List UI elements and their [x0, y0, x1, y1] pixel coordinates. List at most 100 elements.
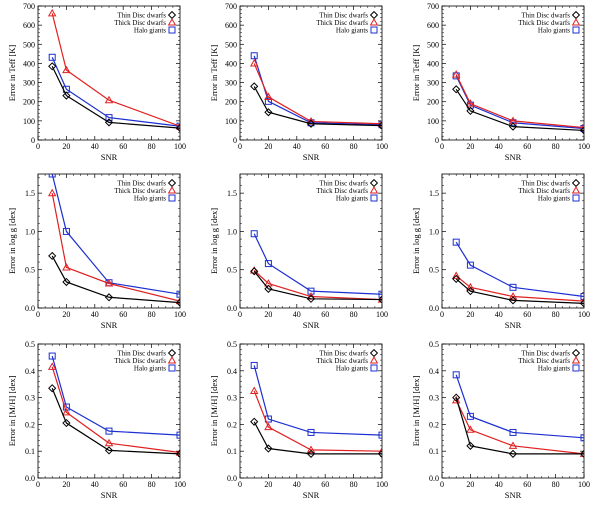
legend-marker-triangle [167, 18, 177, 26]
y-tick-label: 0 [31, 136, 35, 145]
data-point-square [176, 290, 180, 298]
y-tick-label: 0.5 [227, 340, 237, 349]
y-tick-label: 500 [225, 40, 237, 49]
data-point-diamond [579, 449, 584, 458]
data-point-square [250, 230, 258, 238]
y-tick-label: 0.3 [227, 394, 237, 403]
x-axis-label: SNR [101, 490, 118, 500]
data-point-square [378, 431, 382, 439]
legend-marker-square [370, 26, 378, 34]
legend-label: Thin Disc dwarfs [521, 180, 570, 188]
y-tick-label: 1.5 [25, 189, 35, 198]
x-tick-label: 100 [174, 310, 186, 319]
data-point-square [264, 97, 272, 105]
y-axis-label: Error in Teff [K] [411, 45, 421, 102]
y-tick-label: 0.5 [25, 266, 35, 275]
y-axis-label: Error in Teff [K] [209, 45, 219, 102]
data-point-diamond [175, 298, 180, 307]
x-tick-label: 60 [523, 142, 531, 151]
legend-marker-triangle [167, 356, 177, 364]
data-point-square [509, 283, 517, 291]
series-line-diamond [253, 86, 382, 127]
x-tick-label: 60 [321, 310, 329, 319]
y-tick-label: 300 [427, 79, 439, 88]
data-area [249, 361, 382, 458]
series-line-triangle [51, 193, 180, 302]
legend-marker-square [370, 194, 378, 202]
data-point-diamond [104, 446, 114, 455]
data-point-square [176, 431, 180, 439]
legend-marker-diamond [369, 10, 379, 20]
data-point-triangle [62, 263, 71, 271]
y-tick-label: 0.0 [227, 304, 237, 313]
series-line-square [455, 75, 584, 130]
series-line-diamond [253, 270, 382, 301]
y-tick-label: 0.0 [25, 474, 35, 483]
data-point-triangle [377, 446, 382, 455]
data-point-diamond [250, 82, 259, 91]
x-tick-label: 100 [376, 142, 388, 151]
series-line-diamond [455, 278, 584, 305]
chart-panel-8: 0 20 40 60 80 100 0.0 0.1 0.2 0.3 0.4 0.5 SNR Error i… [209, 340, 388, 500]
x-tick-label: 0 [440, 480, 444, 489]
x-tick-label: 20 [62, 142, 70, 151]
data-point-square [250, 361, 258, 369]
legend-marker-diamond [571, 178, 581, 188]
x-axis-label: SNR [303, 152, 320, 162]
data-point-square [105, 114, 113, 122]
legend-label: Halo giants [336, 365, 368, 373]
x-tick-label: 40 [495, 310, 503, 319]
x-tick-label: 60 [523, 480, 531, 489]
x-tick-label: 60 [523, 310, 531, 319]
y-tick-label: 0.3 [429, 394, 439, 403]
y-tick-label: 600 [427, 21, 439, 30]
y-tick-label: 1.5 [227, 189, 237, 198]
y-tick-label: 0.5 [227, 266, 237, 275]
y-tick-label: 0.1 [227, 447, 237, 456]
y-tick-label: 0.3 [25, 394, 35, 403]
x-tick-label: 100 [174, 142, 186, 151]
legend-marker-triangle [571, 356, 581, 364]
y-tick-label: 100 [23, 117, 35, 126]
data-point-square [307, 428, 315, 436]
legend-marker-diamond [571, 10, 581, 20]
legend-label: Thin Disc dwarfs [521, 350, 570, 358]
data-point-diamond [466, 441, 475, 450]
data-point-square [176, 122, 180, 130]
data-point-diamond [466, 106, 475, 116]
series-line-square [455, 374, 584, 439]
legend-marker-triangle [369, 18, 379, 26]
data-point-triangle [47, 188, 57, 197]
series-line-square [253, 233, 382, 295]
x-tick-label: 20 [264, 142, 272, 151]
chart-panel-6: 0 20 40 60 80 100 0.0 0.5 1.0 1.5 SNR Error in log … [411, 173, 590, 330]
series-line-triangle [51, 13, 180, 127]
series-line-diamond [455, 397, 584, 455]
chart-panel-1: 0 20 40 60 80 100 0 100 200 300 400 500 600 700 SNR Err… [7, 2, 186, 162]
legend-label: Thin Disc dwarfs [319, 12, 368, 20]
legend-label: Halo giants [336, 195, 368, 203]
data-area [451, 238, 584, 308]
x-tick-label: 80 [350, 310, 358, 319]
x-tick-label: 60 [119, 480, 127, 489]
chart-panel-2: 0 20 40 60 80 100 0 100 200 300 400 500 600 700 SNR Err… [209, 2, 388, 162]
data-point-square [509, 428, 517, 436]
series-line-square [253, 55, 382, 126]
data-point-diamond [466, 287, 475, 296]
x-tick-label: 100 [578, 480, 590, 489]
legend-marker-square [370, 364, 378, 372]
x-tick-label: 20 [62, 480, 70, 489]
series-line-square [253, 365, 382, 436]
data-point-square [62, 403, 70, 411]
data-point-diamond [62, 91, 71, 100]
data-point-square [466, 261, 474, 269]
x-tick-label: 60 [119, 310, 127, 319]
series-line-square [51, 355, 180, 436]
data-point-diamond [306, 119, 316, 128]
y-tick-label: 0.2 [429, 420, 439, 429]
data-point-triangle [104, 279, 114, 287]
data-point-square [48, 53, 56, 61]
legend-marker-triangle [571, 186, 581, 194]
y-tick-label: 200 [427, 98, 439, 107]
